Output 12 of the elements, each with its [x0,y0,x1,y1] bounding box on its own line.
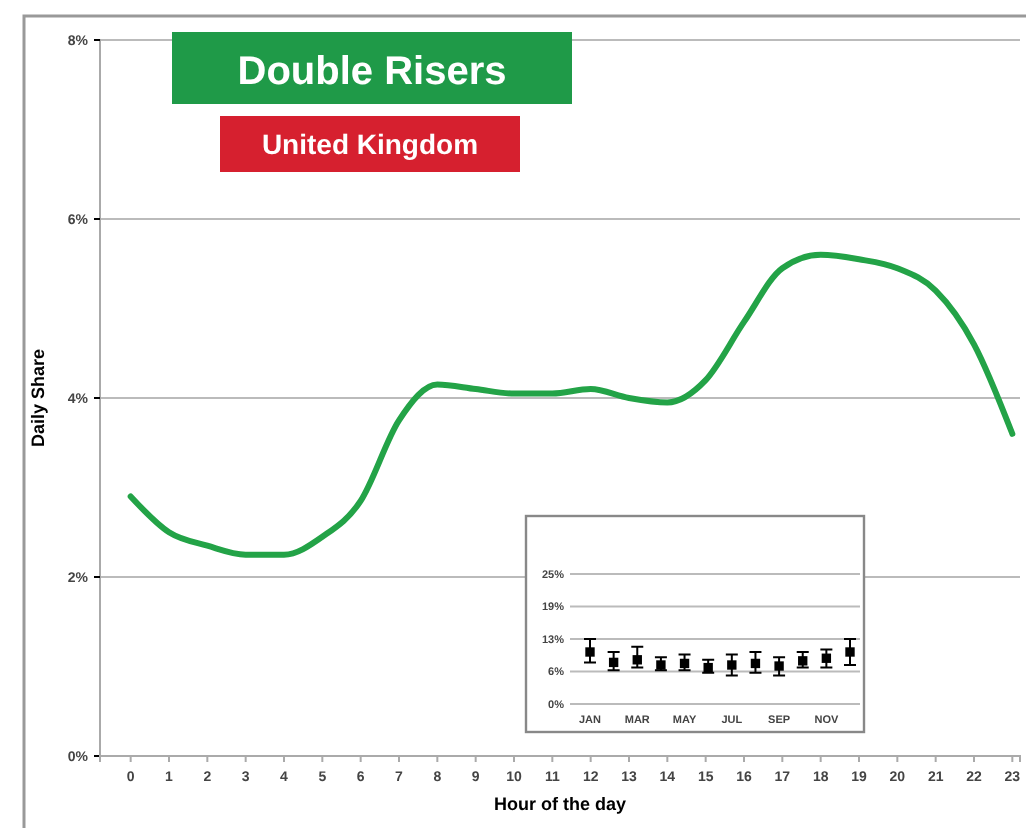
title-banner: Double Risers [172,32,572,104]
line-series [127,251,1016,558]
point [608,657,619,668]
point [845,647,855,657]
chart-title: Double Risers [237,50,507,94]
y-axis-title: Daily Share [28,348,48,448]
point [585,647,595,657]
x-axis-title: Hour of the day [493,794,627,814]
point [632,655,642,665]
subtitle-banner: United Kingdom [220,116,520,172]
point [750,658,761,669]
point [727,660,737,670]
